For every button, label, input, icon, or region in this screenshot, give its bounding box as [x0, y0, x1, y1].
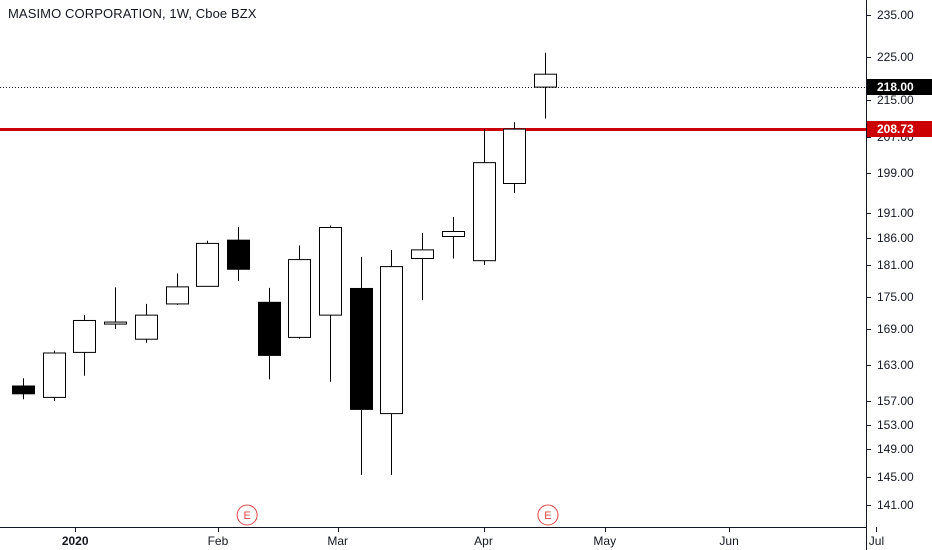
candle-3: [104, 287, 127, 329]
price-tag-1: 208.73: [867, 121, 932, 137]
candles-layer: [12, 52, 557, 475]
earnings-circle: [236, 504, 258, 526]
candle-body: [104, 321, 127, 325]
candle-11: [350, 256, 373, 475]
candle-body: [503, 128, 526, 184]
candle-body: [12, 385, 35, 395]
y-tick-label-4: 157.00: [877, 394, 914, 408]
x-tick-label-1: Feb: [208, 534, 229, 548]
x-tick-label-5: Jun: [719, 534, 738, 548]
candle-0: [12, 378, 35, 400]
x-tick-label-4: May: [593, 534, 616, 548]
y-tick-label-13: 215.00: [877, 93, 914, 107]
candle-14: [442, 217, 465, 259]
price-lines-layer: [0, 87, 866, 131]
price-tag-0: 218.00: [867, 79, 932, 95]
candle-12: [380, 249, 403, 475]
candle-4: [135, 303, 158, 343]
candle-16: [503, 122, 526, 193]
x-tick-label-2: Mar: [327, 534, 348, 548]
y-tick-label-0: 141.00: [877, 498, 914, 512]
candle-body: [380, 266, 403, 415]
y-tick-label-15: 235.00: [877, 8, 914, 22]
y-tick-label-5: 163.00: [877, 358, 914, 372]
y-tick-label-11: 199.00: [877, 166, 914, 180]
y-tick-label-10: 191.00: [877, 206, 914, 220]
y-tick-label-8: 181.00: [877, 258, 914, 272]
y-tick-label-9: 186.00: [877, 231, 914, 245]
candle-1: [43, 350, 66, 401]
earnings-circle: [537, 504, 559, 526]
y-tick-label-7: 175.00: [877, 290, 914, 304]
candle-9: [288, 245, 311, 339]
price-tags-layer: 218.00 208.73: [867, 79, 932, 137]
candle-body: [319, 227, 342, 316]
candle-5: [166, 273, 189, 305]
y-tick-label-3: 153.00: [877, 418, 914, 432]
x-tick-label-6: Jul: [869, 534, 884, 548]
earnings-marker-0: E: [236, 504, 258, 526]
price-tag-bg: [867, 121, 932, 137]
earnings-label: E: [243, 510, 250, 522]
candle-2: [73, 315, 96, 376]
candle-body: [258, 301, 281, 356]
candle-body: [166, 286, 189, 305]
x-tick-label-0: 2020: [62, 534, 89, 548]
earnings-label: E: [544, 510, 551, 522]
candle-body: [73, 319, 96, 353]
price-tag-label: 208.73: [877, 122, 914, 136]
candle-10: [319, 225, 342, 382]
candle-15: [473, 129, 496, 265]
x-tick-label-3: Apr: [474, 534, 493, 548]
candle-body: [43, 352, 66, 398]
candle-body: [442, 231, 465, 237]
chart-title: MASIMO CORPORATION, 1W, Cboe BZX: [8, 6, 257, 21]
candle-body: [534, 73, 557, 88]
y-tick-label-2: 149.00: [877, 442, 914, 456]
candle-body: [288, 259, 311, 338]
y-tick-label-14: 225.00: [877, 50, 914, 64]
candle-6: [196, 240, 219, 287]
price-tag-bg: [867, 79, 932, 95]
y-tick-label-1: 145.00: [877, 470, 914, 484]
y-tick-label-6: 169.00: [877, 322, 914, 336]
earnings-marker-1: E: [537, 504, 559, 526]
candle-body: [473, 162, 496, 262]
candle-body: [227, 239, 250, 270]
candle-7: [227, 227, 250, 281]
candle-body: [350, 287, 373, 410]
price-tag-label: 218.00: [877, 80, 914, 94]
candle-8: [258, 287, 281, 380]
candle-body: [196, 242, 219, 287]
candle-body: [411, 249, 434, 260]
candle-17: [534, 52, 557, 119]
candle-body: [135, 314, 158, 340]
candle-13: [411, 233, 434, 301]
